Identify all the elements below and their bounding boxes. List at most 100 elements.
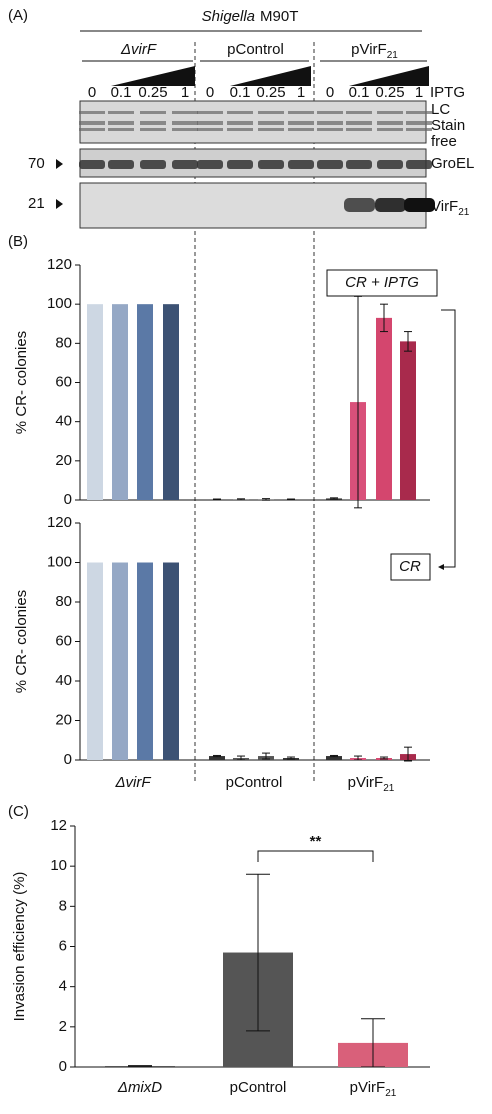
y-tick-label: 80: [55, 593, 72, 610]
significance-bracket: [258, 851, 373, 862]
y-tick-label: 60: [55, 632, 72, 649]
y-tick-label: 120: [47, 256, 72, 273]
band: [258, 121, 284, 125]
band: [317, 128, 343, 131]
x-tick-label-main: ΔmixD: [117, 1079, 162, 1096]
panel-label: (B): [8, 233, 28, 250]
inducer-label: IPTG: [430, 84, 465, 101]
dose-label: 0: [206, 84, 214, 101]
dose-label: 0: [326, 84, 334, 101]
x-tick-label: ΔvirF: [114, 774, 151, 791]
band: [317, 111, 343, 114]
band: [288, 121, 314, 125]
blot-label-main: GroEL: [431, 155, 474, 172]
y-axis-label: Invasion efficiency (%): [11, 872, 28, 1022]
band: [108, 128, 134, 131]
error-bar: [287, 499, 295, 500]
annotation: CR: [399, 558, 421, 575]
band: [197, 128, 223, 131]
blot-label: VirF21: [431, 198, 470, 218]
blot-label: GroEL: [431, 155, 474, 172]
band: [197, 111, 223, 114]
band: [258, 160, 284, 169]
bar: [112, 563, 128, 761]
marker-arrow: [56, 159, 63, 169]
band: [258, 128, 284, 131]
y-tick-label: 40: [55, 672, 72, 689]
y-tick-label: 12: [50, 817, 67, 834]
band: [317, 121, 343, 125]
y-tick-label: 0: [64, 491, 72, 508]
band: [108, 111, 134, 114]
panel-label: (C): [8, 803, 29, 820]
size-marker: 21: [28, 195, 45, 212]
group-label-main: pVirF: [351, 41, 387, 58]
band: [377, 111, 403, 114]
band: [140, 160, 166, 169]
y-axis-label: % CR- colonies: [13, 331, 30, 434]
y-tick-label: 120: [47, 514, 72, 531]
bar: [400, 341, 416, 500]
x-tick-label: ΔmixD: [117, 1079, 162, 1096]
band: [377, 160, 403, 169]
band: [377, 121, 403, 125]
group-label: pControl: [227, 41, 284, 58]
band: [406, 160, 432, 169]
bar: [137, 304, 153, 500]
band: [258, 111, 284, 114]
dose-label: 0.1: [111, 84, 132, 101]
band: [172, 160, 198, 169]
dose-label: 0.25: [138, 84, 167, 101]
x-tick-label-subscript: 21: [385, 1088, 397, 1099]
y-tick-label: 6: [59, 937, 67, 954]
dose-label: 0.25: [375, 84, 404, 101]
band: [79, 160, 105, 169]
y-tick-label: 100: [47, 295, 72, 312]
band: [79, 121, 105, 125]
figure: (A) (B) (C) ShigellaM90TΔvirF00.10.251pC…: [0, 0, 492, 1109]
blot-label: LC: [431, 101, 450, 118]
group-label: ΔvirF: [120, 41, 157, 58]
bar: [163, 563, 179, 761]
y-axis-label: % CR- colonies: [13, 590, 30, 693]
y-tick-label: 20: [55, 452, 72, 469]
band: [227, 128, 253, 131]
y-tick-label: 60: [55, 373, 72, 390]
band: [227, 111, 253, 114]
band: [377, 128, 403, 131]
dose-label: 1: [297, 84, 305, 101]
band: [108, 160, 134, 169]
x-tick-label: pControl: [230, 1079, 287, 1096]
dose-label: 0.1: [349, 84, 370, 101]
connector-arrow: [438, 564, 444, 570]
x-tick-label-main: pControl: [226, 774, 283, 791]
band: [346, 160, 372, 169]
connector: [441, 310, 455, 567]
band: [288, 111, 314, 114]
y-tick-label: 40: [55, 413, 72, 430]
band: [172, 121, 198, 125]
band: [406, 111, 432, 114]
error-bar: [213, 499, 221, 500]
bar: [112, 304, 128, 500]
band: [346, 128, 372, 131]
band: [406, 128, 432, 131]
dose-label: 1: [181, 84, 189, 101]
band: [227, 160, 253, 169]
group-label-main: ΔvirF: [120, 41, 157, 58]
group-label: pVirF21: [351, 41, 398, 61]
band: [108, 121, 134, 125]
y-tick-label: 80: [55, 334, 72, 351]
bar: [163, 304, 179, 500]
x-tick-label-main: pControl: [230, 1079, 287, 1096]
blot-label-subscript: 21: [458, 207, 470, 218]
band: [140, 111, 166, 114]
dose-label: 0.25: [256, 84, 285, 101]
band: [344, 198, 375, 212]
band: [197, 121, 223, 125]
error-bar: [128, 1066, 152, 1067]
bar: [87, 304, 103, 500]
y-tick-label: 0: [64, 751, 72, 768]
band: [79, 128, 105, 131]
